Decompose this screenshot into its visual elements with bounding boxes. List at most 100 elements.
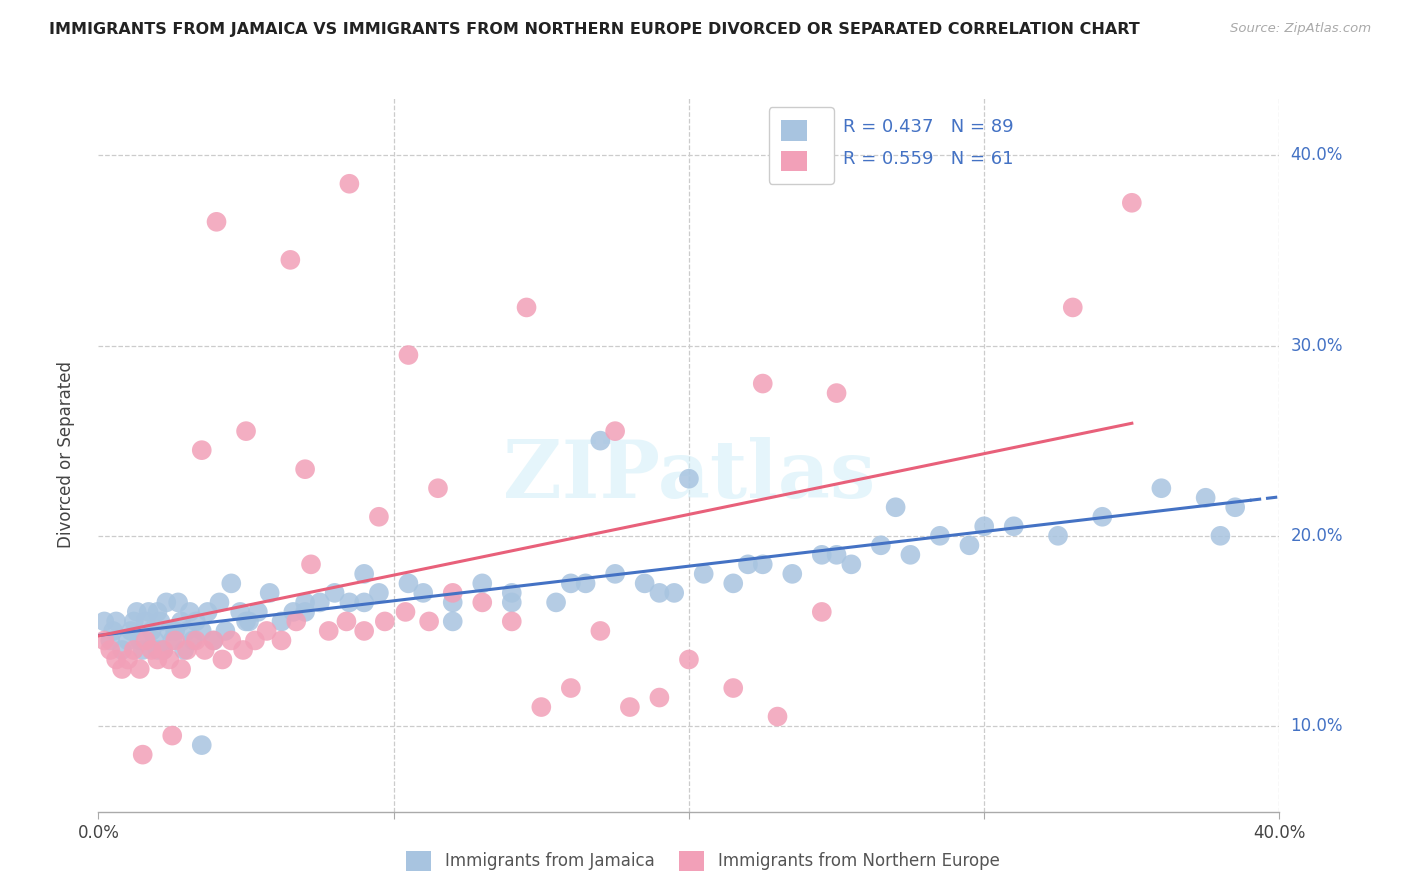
- Point: [146, 643, 169, 657]
- Point: [152, 643, 174, 657]
- Point: [93, 615, 115, 629]
- Point: [191, 738, 214, 752]
- Point: [723, 576, 745, 591]
- Point: [146, 605, 169, 619]
- Point: [143, 633, 166, 648]
- Point: [1047, 529, 1070, 543]
- Point: [191, 624, 214, 638]
- Point: [335, 615, 357, 629]
- Point: [280, 252, 302, 267]
- Point: [117, 652, 139, 666]
- Point: [589, 434, 612, 448]
- Point: [339, 595, 361, 609]
- Point: [441, 586, 464, 600]
- Point: [441, 595, 464, 609]
- Point: [125, 605, 148, 619]
- Point: [167, 595, 190, 609]
- Point: [884, 500, 907, 515]
- Point: [1002, 519, 1025, 533]
- Point: [782, 566, 804, 581]
- Point: [162, 729, 183, 743]
- Point: [197, 605, 219, 619]
- Point: [294, 462, 316, 476]
- Point: [811, 605, 834, 619]
- Point: [105, 652, 128, 666]
- Point: [1195, 491, 1218, 505]
- Text: 10.0%: 10.0%: [1291, 717, 1343, 735]
- Point: [870, 538, 893, 552]
- Point: [353, 566, 375, 581]
- Point: [132, 747, 155, 762]
- Point: [176, 624, 198, 638]
- Point: [353, 595, 375, 609]
- Point: [170, 662, 193, 676]
- Point: [138, 605, 160, 619]
- Point: [1062, 301, 1084, 315]
- Point: [221, 576, 243, 591]
- Point: [157, 624, 180, 638]
- Point: [120, 624, 142, 638]
- Point: [766, 709, 789, 723]
- Point: [235, 615, 257, 629]
- Legend: Immigrants from Jamaica, Immigrants from Northern Europe: Immigrants from Jamaica, Immigrants from…: [398, 842, 1008, 880]
- Text: 40.0%: 40.0%: [1291, 146, 1343, 164]
- Point: [194, 643, 217, 657]
- Point: [412, 586, 434, 600]
- Point: [184, 615, 207, 629]
- Point: [149, 615, 172, 629]
- Text: 20.0%: 20.0%: [1291, 527, 1343, 545]
- Point: [132, 643, 155, 657]
- Text: 30.0%: 30.0%: [1291, 336, 1343, 354]
- Point: [560, 576, 582, 591]
- Point: [214, 624, 236, 638]
- Point: [374, 615, 396, 629]
- Text: ZIPatlas: ZIPatlas: [503, 437, 875, 516]
- Point: [128, 633, 150, 648]
- Point: [162, 633, 183, 648]
- Point: [1209, 529, 1232, 543]
- Point: [176, 643, 198, 657]
- Point: [111, 643, 134, 657]
- Point: [299, 558, 322, 572]
- Point: [191, 443, 214, 458]
- Point: [173, 643, 195, 657]
- Point: [516, 301, 538, 315]
- Point: [155, 595, 177, 609]
- Point: [1225, 500, 1247, 515]
- Point: [634, 576, 657, 591]
- Point: [678, 652, 700, 666]
- Point: [208, 595, 231, 609]
- Point: [285, 615, 308, 629]
- Point: [135, 615, 157, 629]
- Point: [394, 605, 416, 619]
- Point: [501, 595, 523, 609]
- Point: [283, 605, 305, 619]
- Point: [825, 548, 848, 562]
- Point: [111, 662, 134, 676]
- Text: R = 0.437   N = 89: R = 0.437 N = 89: [842, 118, 1014, 136]
- Legend: , : ,: [769, 107, 834, 184]
- Point: [170, 615, 193, 629]
- Point: [560, 681, 582, 695]
- Text: R = 0.559   N = 61: R = 0.559 N = 61: [842, 150, 1014, 168]
- Point: [501, 615, 523, 629]
- Point: [368, 586, 391, 600]
- Point: [841, 558, 863, 572]
- Point: [232, 643, 254, 657]
- Point: [605, 424, 627, 438]
- Point: [165, 633, 187, 648]
- Point: [501, 586, 523, 600]
- Point: [664, 586, 686, 600]
- Point: [678, 472, 700, 486]
- Point: [368, 509, 391, 524]
- Point: [752, 558, 775, 572]
- Point: [141, 624, 163, 638]
- Point: [471, 576, 494, 591]
- Point: [471, 595, 494, 609]
- Point: [418, 615, 440, 629]
- Point: [135, 633, 157, 648]
- Point: [122, 615, 145, 629]
- Point: [723, 681, 745, 695]
- Point: [1150, 481, 1173, 495]
- Point: [105, 615, 128, 629]
